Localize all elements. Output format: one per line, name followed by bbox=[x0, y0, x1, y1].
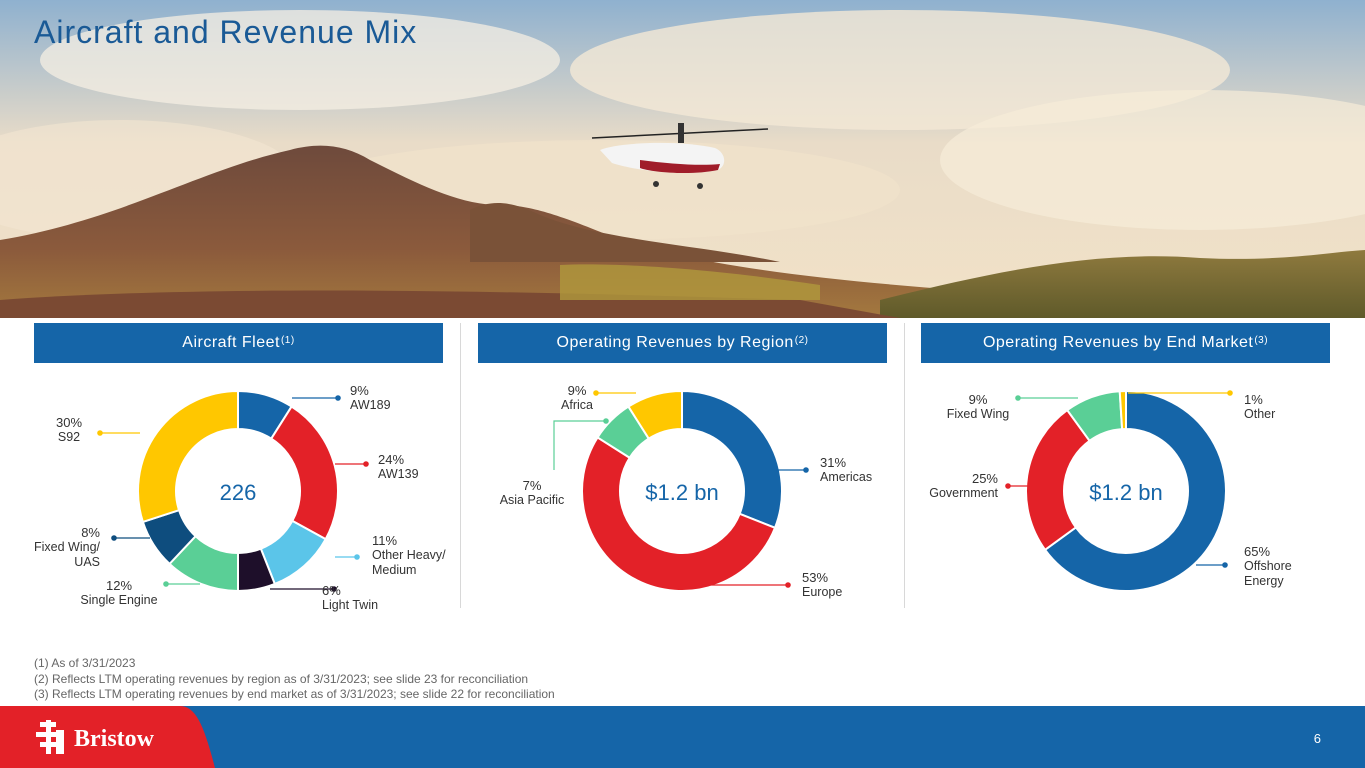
slice-s92 bbox=[137, 389, 239, 524]
leader-dot-s92 bbox=[97, 430, 103, 436]
label-category: Americas bbox=[820, 470, 873, 484]
data-label-light-twin: 6% Light Twin bbox=[322, 583, 378, 613]
panel-title: Operating Revenues by End Market bbox=[982, 334, 1254, 351]
leader-dot-offshore-energy bbox=[1222, 562, 1228, 568]
end-market-total-value: $1.2 bn bbox=[1089, 480, 1163, 505]
leader-dot-light-twin bbox=[331, 586, 337, 592]
leader-dot-fixed-wing bbox=[1015, 395, 1021, 401]
footnote: (1) As of 3/31/2023 bbox=[34, 656, 136, 670]
slice-americas bbox=[681, 389, 783, 530]
leader-dot-aw189 bbox=[335, 395, 341, 401]
label-value: 65% bbox=[1244, 544, 1271, 559]
slice-africa bbox=[627, 389, 683, 441]
label-value: 31% bbox=[820, 455, 847, 470]
label-category: Government bbox=[929, 486, 998, 500]
label-category: S92 bbox=[57, 430, 81, 444]
data-label-americas: 31% Americas bbox=[820, 455, 872, 485]
helicopter-icon bbox=[591, 123, 769, 189]
footnote-ref: (1) bbox=[280, 334, 295, 346]
footnote: (3) Reflects LTM operating revenues by e… bbox=[34, 687, 555, 701]
label-value: 9% bbox=[350, 383, 369, 398]
label-category: Asia Pacific bbox=[499, 493, 565, 507]
leader-dot-government bbox=[1005, 483, 1011, 489]
footnote-ref: (3) bbox=[1254, 334, 1269, 346]
leader-dot-asia-pacific bbox=[603, 418, 609, 424]
region-total-value: $1.2 bn bbox=[645, 480, 719, 505]
leader-dot-aw139 bbox=[363, 461, 369, 467]
label-value: 53% bbox=[802, 570, 829, 585]
label-category: Single Engine bbox=[80, 593, 158, 607]
data-label-fixed-wing-uas: 8% Fixed Wing/ UAS bbox=[30, 525, 100, 570]
leader-dot-single-engine bbox=[163, 581, 169, 587]
label-category: Europe bbox=[802, 585, 843, 599]
label-value: 9% bbox=[567, 383, 587, 398]
label-value: 25% bbox=[971, 471, 998, 486]
label-category: Offshore Energy bbox=[1244, 559, 1292, 588]
panel-divider bbox=[460, 323, 461, 608]
page-title: Aircraft and Revenue Mix bbox=[34, 14, 418, 50]
label-value: 11% bbox=[372, 533, 398, 548]
label-category: Fixed Wing bbox=[946, 407, 1010, 421]
leader-line-asia-pacific bbox=[553, 420, 606, 470]
fleet-total-value: 226 bbox=[219, 480, 257, 505]
panel-header-revenue-end-market: Operating Revenues by End Market (3) bbox=[921, 323, 1330, 363]
slice-offshore-energy bbox=[1043, 389, 1227, 592]
slice-other bbox=[1118, 389, 1127, 431]
data-label-offshore-energy: 65% Offshore Energy bbox=[1244, 544, 1294, 589]
label-value: 7% bbox=[522, 478, 542, 493]
leader-dot-other-heavy-medium bbox=[354, 554, 360, 560]
data-label-asia-pacific: 7% Asia Pacific bbox=[494, 478, 570, 508]
data-label-fixed-wing: 9% Fixed Wing bbox=[940, 392, 1016, 422]
label-value: 12% bbox=[105, 578, 133, 593]
panel-header-aircraft-fleet: Aircraft Fleet (1) bbox=[34, 323, 443, 363]
slice-aw139 bbox=[269, 405, 339, 541]
panel-title: Operating Revenues by Region bbox=[556, 334, 794, 351]
label-category: Light Twin bbox=[322, 598, 379, 612]
label-value: 30% bbox=[55, 415, 83, 430]
panel-divider bbox=[904, 323, 905, 608]
leader-dot-europe bbox=[785, 582, 791, 588]
panel-title: Aircraft Fleet bbox=[182, 334, 280, 351]
label-category: Africa bbox=[561, 398, 593, 412]
data-label-government: 25% Government bbox=[918, 471, 998, 501]
data-label-other-heavy-medium: 11% Other Heavy/ Medium bbox=[372, 533, 462, 578]
page-number: 6 bbox=[1313, 731, 1321, 746]
data-label-africa: 9% Africa bbox=[548, 383, 606, 413]
slice-europe bbox=[581, 436, 777, 592]
label-category: Other bbox=[1244, 407, 1276, 421]
leader-dot-africa bbox=[593, 390, 599, 396]
label-category: AW139 bbox=[378, 467, 419, 481]
leader-dot-americas bbox=[803, 467, 809, 473]
hero-photo bbox=[0, 0, 1365, 318]
leader-dot-other bbox=[1227, 390, 1233, 396]
data-label-single-engine: 12% Single Engine bbox=[64, 578, 174, 608]
slice-government bbox=[1025, 408, 1091, 552]
label-value: 9% bbox=[968, 392, 988, 407]
bristow-logo-icon bbox=[36, 720, 64, 754]
data-label-aw139: 24% AW139 bbox=[378, 452, 419, 482]
label-value: 6% bbox=[322, 583, 341, 598]
logo-background bbox=[0, 706, 215, 768]
label-category: Fixed Wing/ UAS bbox=[34, 540, 100, 569]
label-category: Other Heavy/ Medium bbox=[372, 548, 446, 577]
label-value: 1% bbox=[1244, 392, 1263, 407]
panel-header-revenue-region: Operating Revenues by Region (2) bbox=[478, 323, 887, 363]
footnotes: (1) As of 3/31/2023 (2) Reflects LTM ope… bbox=[34, 656, 555, 703]
footnote: (2) Reflects LTM operating revenues by r… bbox=[34, 671, 529, 686]
data-label-europe: 53% Europe bbox=[802, 570, 842, 600]
footer-bar bbox=[0, 706, 1365, 768]
label-category: AW189 bbox=[350, 398, 391, 412]
data-label-other: 1% Other bbox=[1244, 392, 1275, 422]
data-label-aw189: 9% AW189 bbox=[350, 383, 391, 413]
label-value: 8% bbox=[81, 525, 100, 540]
label-value: 24% bbox=[378, 452, 405, 467]
brand-logo-text: Bristow bbox=[74, 726, 154, 752]
leader-dot-fixed-wing-uas bbox=[111, 535, 117, 541]
data-label-s92: 30% S92 bbox=[44, 415, 94, 445]
footnote-ref: (2) bbox=[794, 334, 809, 346]
